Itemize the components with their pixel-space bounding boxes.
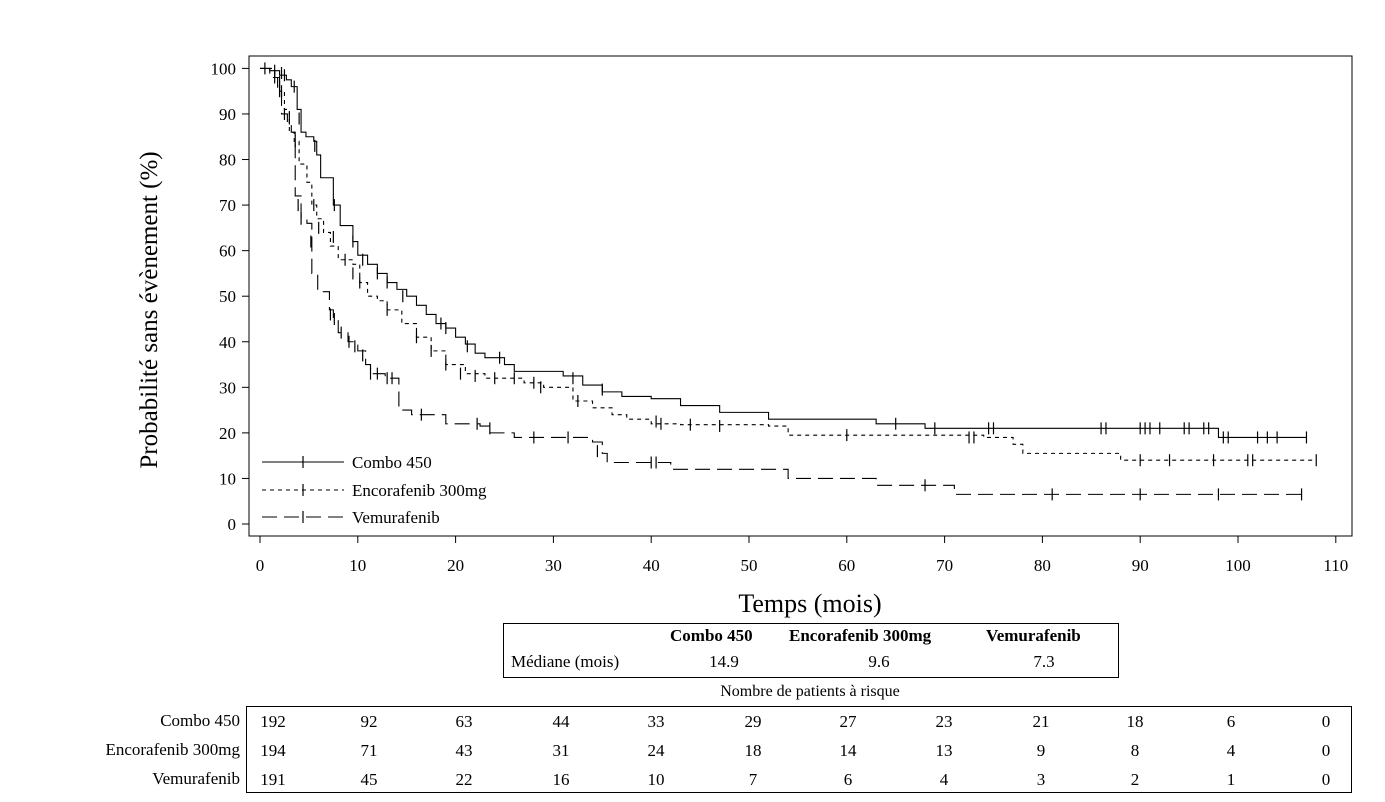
at-risk-cell: 13 xyxy=(935,741,953,760)
x-tick-label-30: 30 xyxy=(545,556,562,575)
y-tick-label-90: 90 xyxy=(219,105,236,124)
at-risk-cell: 21 xyxy=(1032,712,1050,731)
y-tick-label-40: 40 xyxy=(219,333,236,352)
x-tick-label-100: 100 xyxy=(1225,556,1251,575)
at-risk-cell: 6 xyxy=(843,770,853,789)
at-risk-cell: 10 xyxy=(647,770,665,789)
at-risk-cell: 0 xyxy=(1321,741,1331,760)
y-tick-label-100: 100 xyxy=(211,59,237,78)
at-risk-cell: 18 xyxy=(744,741,762,760)
y-tick-label-10: 10 xyxy=(219,469,236,488)
at-risk-cell: 16 xyxy=(552,770,570,789)
at-risk-cell: 192 xyxy=(260,712,286,731)
median-header-encorafenib: Encorafenib 300mg xyxy=(789,626,932,645)
median-table: Combo 450 Encorafenib 300mg Vemurafenib … xyxy=(503,623,1119,678)
at-risk-label-combo: Combo 450 xyxy=(160,711,240,730)
x-tick-label-50: 50 xyxy=(741,556,758,575)
curves xyxy=(260,62,1317,501)
legend-label-vemurafenib: Vemurafenib xyxy=(352,508,440,527)
y-tick-label-30: 30 xyxy=(219,378,236,397)
at-risk-cell: 9 xyxy=(1036,741,1046,760)
at-risk-cell: 4 xyxy=(1226,741,1236,760)
at-risk-row-combo-450: 192 92 63 44 33 29 27 23 21 18 6 0 xyxy=(247,707,1351,736)
km-curve-encorafenib-300mg xyxy=(260,67,1317,461)
at-risk-row-labels: Combo 450 Encorafenib 300mg Vemurafenib xyxy=(0,706,240,793)
at-risk-row-vemurafenib: 191 45 22 16 10 7 6 4 3 2 1 0 xyxy=(247,765,1351,794)
x-tick-label-70: 70 xyxy=(936,556,953,575)
x-tick-label-20: 20 xyxy=(447,556,464,575)
median-header-combo: Combo 450 xyxy=(670,626,753,645)
median-header-vemurafenib: Vemurafenib xyxy=(986,626,1081,645)
x-tick-label-10: 10 xyxy=(349,556,366,575)
y-tick-label-70: 70 xyxy=(219,196,236,215)
at-risk-cell: 44 xyxy=(552,712,570,731)
at-risk-cell: 29 xyxy=(744,712,762,731)
at-risk-title: Nombre de patients à risque xyxy=(720,683,900,700)
at-risk-cell: 27 xyxy=(839,712,857,731)
at-risk-cell: 22 xyxy=(455,770,473,789)
legend: Combo 450 Encorafenib 300mg Vemurafenib xyxy=(262,453,487,527)
at-risk-cell: 0 xyxy=(1321,712,1331,731)
at-risk-cell: 194 xyxy=(260,741,286,760)
at-risk-row-encorafenib-300mg: 194 71 43 31 24 18 14 13 9 8 4 0 xyxy=(247,736,1351,765)
at-risk-cell: 71 xyxy=(360,741,378,760)
at-risk-cell: 18 xyxy=(1126,712,1144,731)
median-value-encorafenib: 9.6 xyxy=(868,652,890,671)
y-tick-label-80: 80 xyxy=(219,151,236,170)
km-chart: 0 10 20 30 40 50 60 70 80 90 100 110 0 10 20 30 40 50 60 70… xyxy=(136,55,1353,618)
x-tick-label-60: 60 xyxy=(838,556,855,575)
x-tick-label-40: 40 xyxy=(643,556,660,575)
at-risk-cell: 14 xyxy=(839,741,857,760)
at-risk-cell: 63 xyxy=(455,712,473,731)
at-risk-cell: 31 xyxy=(552,741,570,760)
at-risk-cell: 6 xyxy=(1226,712,1236,731)
at-risk-cell: 24 xyxy=(647,741,665,760)
at-risk-label-encorafenib: Encorafenib 300mg xyxy=(105,740,240,759)
at-risk-cell: 7 xyxy=(748,770,758,789)
at-risk-cell: 8 xyxy=(1130,741,1140,760)
x-tick-label-90: 90 xyxy=(1132,556,1149,575)
x-axis-label: Temps (mois) xyxy=(738,589,881,618)
x-tick-label-0: 0 xyxy=(256,556,265,575)
median-value-combo: 14.9 xyxy=(709,652,739,671)
at-risk-cell: 191 xyxy=(260,770,286,789)
km-curve-vemurafenib xyxy=(260,67,1307,495)
y-tick-label-60: 60 xyxy=(219,242,236,261)
median-value-vemurafenib: 7.3 xyxy=(1033,652,1055,671)
at-risk-cell: 2 xyxy=(1130,770,1140,789)
legend-label-encorafenib-300mg: Encorafenib 300mg xyxy=(352,481,487,500)
median-row-label: Médiane (mois) xyxy=(511,652,620,671)
at-risk-cell: 43 xyxy=(455,741,473,760)
x-tick-label-80: 80 xyxy=(1034,556,1051,575)
y-tick-label-0: 0 xyxy=(228,515,237,534)
at-risk-cell: 4 xyxy=(939,770,949,789)
at-risk-table: 192 92 63 44 33 29 27 23 21 18 6 0 194 71 43 31 24 18 14 13… xyxy=(246,706,1352,793)
at-risk-cell: 0 xyxy=(1321,770,1331,789)
at-risk-cell: 23 xyxy=(935,712,953,731)
at-risk-cell: 3 xyxy=(1036,770,1046,789)
y-tick-label-20: 20 xyxy=(219,424,236,443)
legend-label-combo-450: Combo 450 xyxy=(352,453,432,472)
at-risk-cell: 45 xyxy=(360,770,378,789)
axes: 0 10 20 30 40 50 60 70 80 90 100 110 0 10 20 30 40 50 60 70… xyxy=(211,59,1349,575)
km-curve-combo-450 xyxy=(260,67,1307,438)
at-risk-label-vemurafenib: Vemurafenib xyxy=(152,769,240,788)
at-risk-cell: 92 xyxy=(360,712,378,731)
y-axis-label: Probabilité sans évènement (%) xyxy=(136,151,163,468)
at-risk-cell: 1 xyxy=(1226,770,1236,789)
x-tick-label-110: 110 xyxy=(1323,556,1348,575)
y-tick-label-50: 50 xyxy=(219,287,236,306)
at-risk-cell: 33 xyxy=(647,712,665,731)
